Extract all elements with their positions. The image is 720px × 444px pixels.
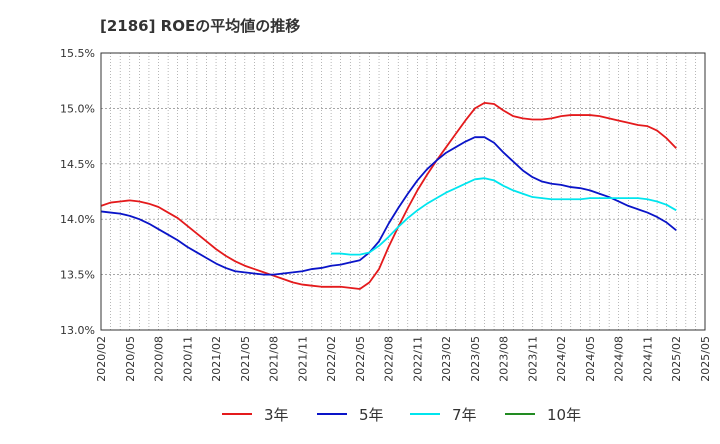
chart-title: [2186] ROEの平均値の推移 [100,17,300,35]
x-tick-label: 2022/11 [411,336,424,382]
y-tick-label: 13.5% [60,269,95,282]
legend-label-5年: 5年 [359,406,384,424]
x-tick-label: 2022/08 [383,336,396,382]
series-lines [100,101,677,290]
plot-area-border [100,52,706,331]
x-tick-label: 2025/02 [670,336,683,382]
x-tick-label: 2021/08 [268,336,281,382]
plot-area-background [101,53,705,330]
series-line-5年 [100,136,677,276]
y-tick-label: 15.5% [60,47,95,60]
legend-label-7年: 7年 [452,406,477,424]
series-line-7年 [331,177,677,256]
legend-label-3年: 3年 [264,406,289,424]
y-tick-label: 15.0% [60,102,95,115]
x-tick-label: 2021/05 [239,336,252,382]
x-tick-label: 2023/02 [440,336,453,382]
x-tick-label: 2024/11 [641,336,654,382]
series-line-3年 [100,101,677,290]
x-tick-label: 2023/11 [526,336,539,382]
x-tick-label: 2024/08 [613,336,626,382]
x-tick-label: 2024/05 [584,336,597,382]
x-axis-ticks: 2020/02 2020/05 2020/08 2020/11 2021/02 2021/… [95,336,712,382]
x-tick-label: 2025/05 [699,336,712,382]
x-tick-label: 2020/11 [181,336,194,382]
x-tick-label: 2024/02 [555,336,568,382]
x-tick-label: 2023/05 [469,336,482,382]
y-tick-label: 13.0% [60,324,95,337]
legend: 3年 5年 7年 10年 [222,406,581,424]
x-tick-label: 2023/08 [498,336,511,382]
x-tick-label: 2020/08 [153,336,166,382]
y-tick-label: 14.0% [60,213,95,226]
legend-label-10年: 10年 [547,406,581,424]
y-tick-label: 14.5% [60,158,95,171]
x-tick-label: 2022/02 [325,336,338,382]
y-axis-ticks: 13.0% 13.5% 14.0% 14.5% 15.0% 15.5% [60,47,95,337]
x-tick-label: 2021/11 [296,336,309,382]
x-tick-label: 2020/05 [124,336,137,382]
x-tick-label: 2021/02 [210,336,223,382]
x-tick-label: 2022/05 [354,336,367,382]
x-tick-label: 2020/02 [95,336,108,382]
